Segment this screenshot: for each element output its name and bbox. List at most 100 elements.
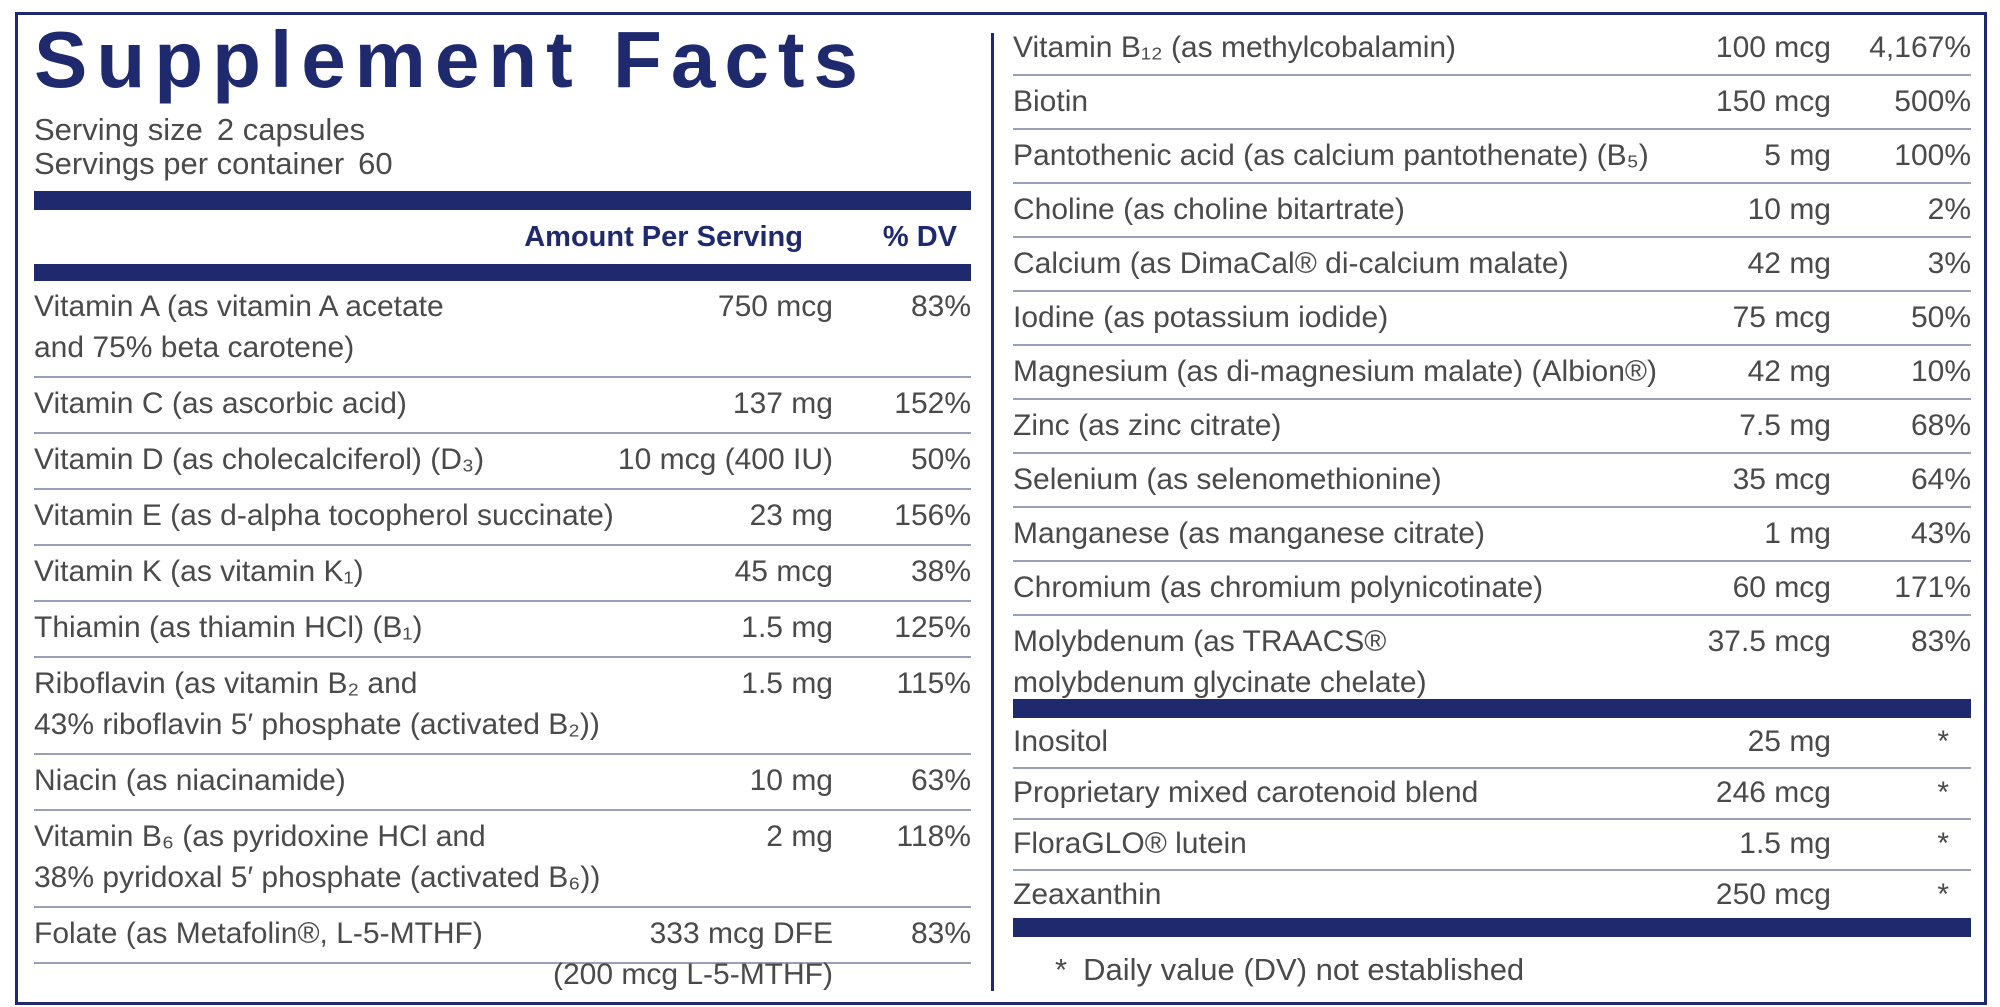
nutrient-name: FloraGLO® lutein bbox=[1013, 823, 1971, 864]
name-line: Vitamin E (as d-alpha tocopherol succina… bbox=[34, 499, 614, 532]
nutrient-amount: 25 mg bbox=[1748, 721, 1831, 762]
amount-line: 37.5 mcg bbox=[1707, 625, 1831, 658]
nutrient-amount: 250 mcg bbox=[1716, 874, 1831, 915]
nutrient-name: Biotin bbox=[1013, 81, 1971, 122]
nutrient-name: Inositol bbox=[1013, 721, 1971, 762]
nutrient-name: Selenium (as selenomethionine) bbox=[1013, 459, 1971, 500]
nutrient-name: Chromium (as chromium polynicotinate) bbox=[1013, 567, 1971, 608]
servings-value: 60 bbox=[358, 146, 393, 181]
name-line: Thiamin (as thiamin HCl) (B₁) bbox=[34, 611, 423, 644]
nutrient-amount: 23 mg bbox=[750, 495, 833, 536]
amount-line: 35 mcg bbox=[1732, 463, 1831, 496]
nutrient-row: Vitamin B₁₂ (as methylcobalamin) 100 mcg 4… bbox=[1013, 22, 1971, 76]
amount-line: 10 mcg (400 IU) bbox=[617, 443, 833, 476]
nutrient-amount: 1.5 mg bbox=[741, 607, 833, 648]
nutrient-amount: 75 mcg bbox=[1733, 297, 1831, 338]
amount-line: 1.5 mg bbox=[1739, 827, 1831, 860]
name-line: Riboflavin (as vitamin B₂ and bbox=[34, 667, 418, 700]
name-line: 43% riboflavin 5′ phosphate (activated B… bbox=[34, 708, 600, 741]
nutrient-amount: 333 mcg DFE (200 mcg L-5-MTHF) bbox=[553, 913, 833, 995]
nutrient-dv: 156% bbox=[894, 499, 971, 532]
nutrient-name: Vitamin A (as vitamin A acetate and 75% b… bbox=[34, 286, 971, 368]
nutrient-dv: 50% bbox=[910, 443, 971, 476]
nutrient-row: Molybdenum (as TRAACS® molybdenum glycina… bbox=[1013, 616, 1971, 709]
nutrient-name: Magnesium (as di-magnesium malate) (Albi… bbox=[1013, 351, 1971, 392]
title: Supplement Facts bbox=[34, 15, 868, 104]
nutrient-row: Choline (as choline bitartrate) 10 mg 2% bbox=[1013, 184, 1971, 238]
name-line: Vitamin A (as vitamin A acetate bbox=[34, 290, 444, 323]
nutrient-dv: * bbox=[1937, 827, 1949, 860]
name-line: Manganese (as manganese citrate) bbox=[1013, 517, 1485, 550]
nutrient-row: Vitamin D (as cholecalciferol) (D₃) 10 mc… bbox=[34, 434, 971, 490]
name-line: Iodine (as potassium iodide) bbox=[1013, 301, 1389, 334]
amount-line: 137 mg bbox=[732, 387, 833, 420]
amount-line: 10 mg bbox=[749, 764, 833, 797]
nutrient-row: Thiamin (as thiamin HCl) (B₁) 1.5 mg 125% bbox=[34, 602, 971, 658]
name-line: Vitamin D (as cholecalciferol) (D₃) bbox=[34, 443, 485, 476]
nutrient-amount: 10 mg bbox=[1748, 189, 1831, 230]
nutrient-amount: 60 mcg bbox=[1733, 567, 1831, 608]
nutrient-amount: 42 mg bbox=[1748, 351, 1831, 392]
nutrient-row: Zinc (as zinc citrate) 7.5 mg 68% bbox=[1013, 400, 1971, 454]
nutrient-amount: 150 mcg bbox=[1716, 81, 1831, 122]
nutrient-row: FloraGLO® lutein 1.5 mg * bbox=[1013, 820, 1971, 871]
footnote: * Daily value (DV) not established bbox=[1055, 950, 1524, 990]
nutrient-row: Vitamin A (as vitamin A acetate and 75% b… bbox=[34, 281, 971, 378]
nutrient-name: Vitamin K (as vitamin K₁) bbox=[34, 551, 971, 592]
amount-line: 60 mcg bbox=[1732, 571, 1831, 604]
nutrient-amount: 5 mg bbox=[1764, 135, 1831, 176]
nutrient-name: Choline (as choline bitartrate) bbox=[1013, 189, 1971, 230]
nutrient-dv: 64% bbox=[1910, 463, 1971, 496]
nutrient-amount: 37.5 mcg bbox=[1708, 621, 1831, 662]
nutrient-name: Pantothenic acid (as calcium pantothenat… bbox=[1013, 135, 1971, 176]
amount-line: 75 mcg bbox=[1732, 301, 1831, 334]
name-line: Vitamin B₁₂ (as methylcobalamin) bbox=[1013, 31, 1457, 64]
name-line: Vitamin K (as vitamin K₁) bbox=[34, 555, 364, 588]
amount-line: 1.5 mg bbox=[741, 667, 833, 700]
left-column: Vitamin A (as vitamin A acetate and 75% b… bbox=[34, 281, 971, 991]
nutrient-name: Vitamin B₁₂ (as methylcobalamin) bbox=[1013, 27, 1971, 68]
nutrient-row: Selenium (as selenomethionine) 35 mcg 64% bbox=[1013, 454, 1971, 508]
nutrient-amount: 137 mg bbox=[733, 383, 833, 424]
nutrient-row: Vitamin C (as ascorbic acid) 137 mg 152% bbox=[34, 378, 971, 434]
nutrient-amount: 750 mcg bbox=[718, 286, 833, 327]
nutrient-row: Chromium (as chromium polynicotinate) 60 … bbox=[1013, 562, 1971, 616]
nutrient-amount: 10 mg bbox=[750, 760, 833, 801]
nutrient-row: Vitamin E (as d-alpha tocopherol succina… bbox=[34, 490, 971, 546]
servings-per-container: Servings per container 60 bbox=[34, 147, 393, 181]
nutrient-amount: 1 mg bbox=[1764, 513, 1831, 554]
nutrient-name: Zeaxanthin bbox=[1013, 874, 1971, 915]
header-dv: % DV bbox=[882, 221, 957, 253]
amount-line: 333 mcg DFE bbox=[649, 917, 833, 950]
nutrient-dv: 68% bbox=[1910, 409, 1971, 442]
nutrient-row: Magnesium (as di-magnesium malate) (Albi… bbox=[1013, 346, 1971, 400]
nutrient-dv: 100% bbox=[1894, 139, 1971, 172]
nutrient-dv: 83% bbox=[910, 290, 971, 323]
name-line: 38% pyridoxal 5′ phosphate (activated B₆… bbox=[34, 861, 601, 894]
nutrient-dv: 3% bbox=[1927, 247, 1971, 280]
name-line: molybdenum glycinate chelate) bbox=[1013, 666, 1427, 699]
right-column: Vitamin B₁₂ (as methylcobalamin) 100 mcg 4… bbox=[1013, 22, 1971, 709]
nutrient-amount: 1.5 mg bbox=[1739, 823, 1831, 864]
amount-line: 42 mg bbox=[1747, 355, 1831, 388]
amount-line: 246 mcg bbox=[1715, 776, 1831, 809]
name-line: Pantothenic acid (as calcium pantothenat… bbox=[1013, 139, 1649, 172]
nutrient-dv: 125% bbox=[894, 611, 971, 644]
name-line: Selenium (as selenomethionine) bbox=[1013, 463, 1442, 496]
amount-line: 23 mg bbox=[749, 499, 833, 532]
name-line: and 75% beta carotene) bbox=[34, 331, 355, 364]
nutrient-dv: 63% bbox=[910, 764, 971, 797]
name-line: Proprietary mixed carotenoid blend bbox=[1013, 776, 1479, 809]
nutrient-name: Calcium (as DimaCal® di-calcium malate) bbox=[1013, 243, 1971, 284]
footnote-text: Daily value (DV) not established bbox=[1083, 952, 1525, 987]
nutrient-row: Zeaxanthin 250 mcg * bbox=[1013, 871, 1971, 920]
thick-rule bbox=[34, 191, 971, 210]
name-line: Zeaxanthin bbox=[1013, 878, 1162, 911]
nutrient-amount: 42 mg bbox=[1748, 243, 1831, 284]
nutrient-amount: 35 mcg bbox=[1733, 459, 1831, 500]
header-amount: Amount Per Serving bbox=[524, 221, 803, 253]
thick-rule bbox=[1013, 918, 1971, 937]
servings-label: Servings per container bbox=[34, 146, 345, 181]
other-ingredients: Inositol 25 mg * Proprietary mixed caroteno… bbox=[1013, 718, 1971, 920]
name-line: FloraGLO® lutein bbox=[1013, 827, 1247, 860]
